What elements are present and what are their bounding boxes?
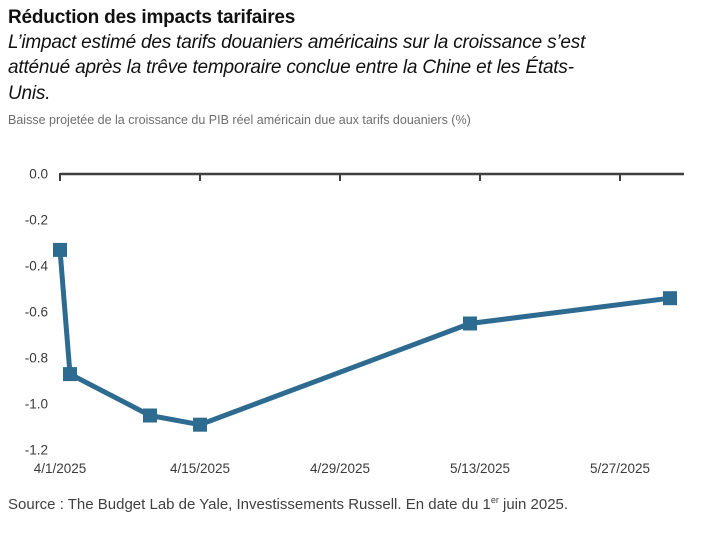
data-point-marker [53, 243, 67, 258]
data-point-marker [143, 408, 157, 423]
subtitle-line-2: atténué après la trêve temporaire conclu… [8, 57, 574, 79]
x-axis-tick-label: 5/27/2025 [590, 461, 650, 476]
source-superscript: er [490, 495, 499, 506]
data-point-marker [63, 367, 77, 382]
y-axis-tick-label: -1.0 [25, 397, 48, 412]
subtitle-line-3: Unis. [8, 82, 51, 104]
y-axis-tick-label: -1.2 [25, 443, 48, 458]
page-title: Réduction des impacts tarifaires [8, 7, 296, 28]
gdp-impact-line [57, 247, 673, 428]
data-point-marker [463, 316, 477, 331]
axis-caption: Baisse projetée de la croissance du PIB … [8, 113, 471, 128]
chart-subtitle: L’impact estimé des tarifs douaniers amé… [8, 30, 698, 106]
line-chart: 0.0 -0.2 -0.4 -0.6 -0.8 -1.0 -1.2 4/1/2025 4/15/… [25, 167, 684, 476]
data-point-marker [193, 418, 207, 433]
y-axis-tick-label: -0.8 [25, 351, 48, 366]
source-text: Source : The Budget Lab de Yale, Investi… [8, 496, 491, 514]
x-axis-tick-label: 4/15/2025 [170, 461, 230, 476]
figure-header: Réduction des impacts tarifaires L’impac… [0, 0, 706, 128]
subtitle-line-1: L’impact estimé des tarifs douaniers amé… [8, 31, 586, 53]
y-axis-tick-label: 0.0 [29, 167, 48, 182]
y-axis-tick-label: -0.4 [25, 259, 49, 274]
source-text-suffix: juin 2025. [498, 496, 569, 514]
x-axis-tick-label: 5/13/2025 [450, 461, 510, 476]
chart-area: 0.0 -0.2 -0.4 -0.6 -0.8 -1.0 -1.2 4/1/2025 4/15/… [0, 142, 706, 489]
data-point-marker [663, 291, 677, 306]
y-axis-tick-label: -0.2 [25, 213, 48, 228]
x-axis-tick-label: 4/29/2025 [310, 461, 370, 476]
y-axis-tick-label: -0.6 [25, 305, 48, 320]
source-note: Source : The Budget Lab de Yale, Investi… [0, 495, 706, 515]
x-axis-tick-label: 4/1/2025 [34, 461, 87, 476]
